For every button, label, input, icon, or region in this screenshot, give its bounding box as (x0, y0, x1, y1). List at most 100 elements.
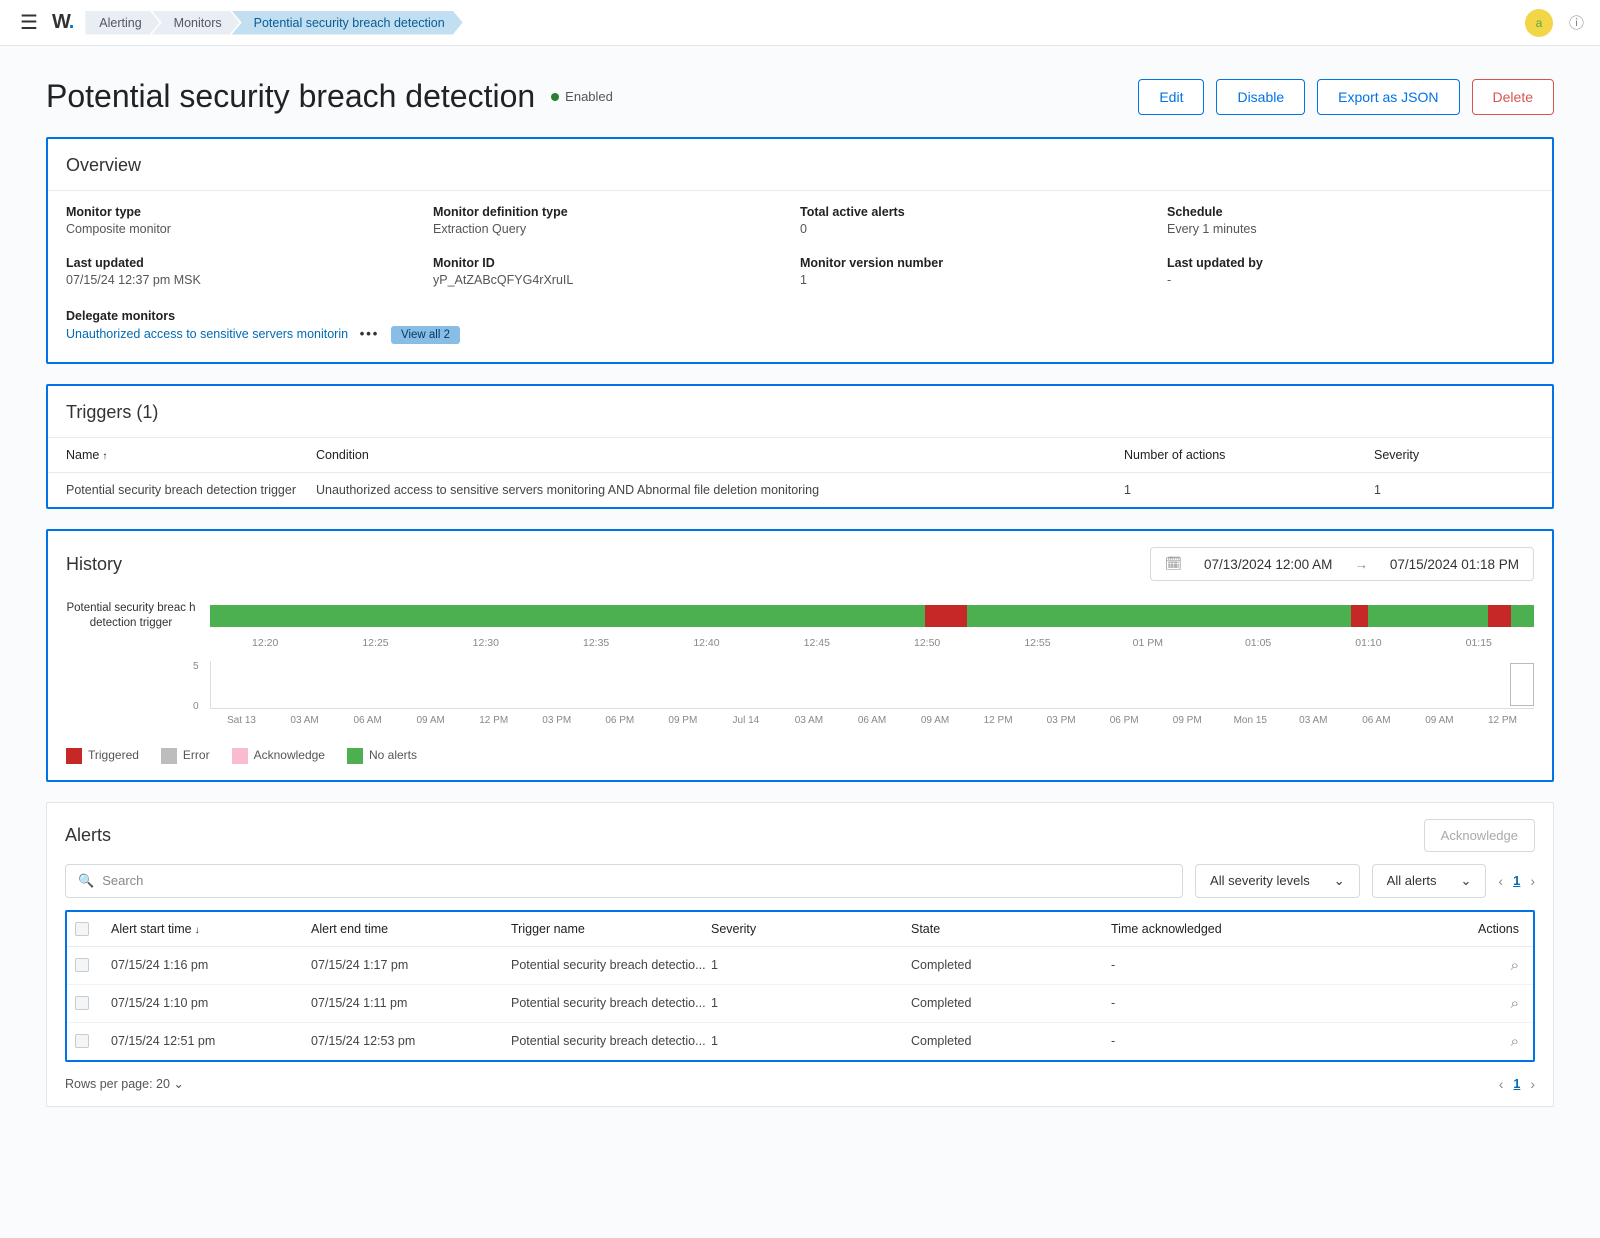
rows-per-page[interactable]: Rows per page: 20 ⌄ (65, 1076, 184, 1091)
chevron-down-icon: ⌄ (173, 1077, 183, 1091)
triggers-title: Triggers (1) (48, 386, 1552, 438)
delete-button[interactable]: Delete (1472, 79, 1554, 115)
severity-filter[interactable]: All severity levels⌄ (1195, 864, 1360, 898)
prev-page-icon[interactable]: ‹ (1498, 873, 1503, 889)
page-number[interactable]: 1 (1513, 1077, 1520, 1091)
col-state[interactable]: State (911, 922, 1111, 936)
status-dot (551, 93, 559, 101)
page-title: Potential security breach detection (46, 78, 535, 115)
row-checkbox[interactable] (75, 1034, 89, 1048)
legend-swatch (347, 748, 363, 764)
calendar-icon: 🗓 (1165, 556, 1182, 572)
history-panel: History 🗓 07/13/2024 12:00 AM → 07/15/20… (46, 529, 1554, 782)
avatar[interactable]: a (1525, 9, 1553, 37)
row-checkbox[interactable] (75, 996, 89, 1010)
legend-swatch (232, 748, 248, 764)
ov-updated-by: Last updated by - (1167, 256, 1534, 287)
acknowledge-button[interactable]: Acknowledge (1424, 819, 1535, 852)
col-end[interactable]: Alert end time (311, 922, 511, 936)
timeline-bar[interactable] (210, 605, 1534, 627)
alerts-pager-bottom: ‹ 1 › (1499, 1076, 1535, 1092)
triggers-panel: Triggers (1) Name↑ Condition Number of a… (46, 384, 1554, 509)
ov-total-active: Total active alerts 0 (800, 205, 1167, 236)
date-from: 07/13/2024 12:00 AM (1204, 557, 1332, 572)
alerts-title: Alerts (65, 825, 111, 846)
export-json-button[interactable]: Export as JSON (1317, 79, 1459, 115)
next-page-icon[interactable]: › (1530, 1076, 1535, 1092)
state-filter[interactable]: All alerts⌄ (1372, 864, 1487, 898)
col-trigger[interactable]: Trigger name (511, 922, 711, 936)
delegate-monitors: Delegate monitors Unauthorized access to… (66, 309, 1534, 344)
header-actions: Edit Disable Export as JSON Delete (1138, 79, 1554, 115)
spark-brush[interactable] (1510, 663, 1534, 706)
alert-row[interactable]: 07/15/24 1:16 pm07/15/24 1:17 pmPotentia… (67, 947, 1533, 985)
page-number[interactable]: 1 (1513, 873, 1520, 888)
date-range-picker[interactable]: 🗓 07/13/2024 12:00 AM → 07/15/2024 01:18… (1150, 547, 1534, 581)
view-alert-icon[interactable]: ⌕ (1445, 1033, 1525, 1050)
prev-page-icon[interactable]: ‹ (1499, 1076, 1504, 1092)
ov-definition-type: Monitor definition type Extraction Query (433, 205, 800, 236)
legend-swatch (66, 748, 82, 764)
triggers-header-row: Name↑ Condition Number of actions Severi… (48, 438, 1552, 473)
view-alert-icon[interactable]: ⌕ (1445, 995, 1525, 1012)
alerts-panel: Alerts Acknowledge 🔍 Search All severity… (46, 802, 1554, 1107)
next-page-icon[interactable]: › (1530, 873, 1535, 889)
legend-item: No alerts (347, 748, 417, 764)
breadcrumb: Alerting Monitors Potential security bre… (85, 11, 462, 35)
timeline-axis-minutes: 12:2012:2512:3012:3512:4012:4512:5012:55… (210, 631, 1534, 661)
search-input[interactable]: 🔍 Search (65, 864, 1183, 898)
search-placeholder: Search (102, 873, 143, 888)
breadcrumb-alerting[interactable]: Alerting (85, 11, 159, 35)
logo[interactable]: W (46, 11, 85, 34)
timeline-triggered-segment[interactable] (925, 605, 967, 627)
sort-up-icon: ↑ (102, 451, 107, 462)
col-severity[interactable]: Severity (1374, 448, 1534, 462)
alert-row[interactable]: 07/15/24 12:51 pm07/15/24 12:53 pmPotent… (67, 1023, 1533, 1060)
sort-down-icon: ↓ (195, 925, 200, 936)
ov-schedule: Schedule Every 1 minutes (1167, 205, 1534, 236)
alerts-pager-top: ‹ 1 › (1498, 873, 1535, 889)
timeline-triggered-segment[interactable] (1488, 605, 1512, 627)
row-checkbox[interactable] (75, 958, 89, 972)
overview-panel: Overview Monitor type Composite monitor … (46, 137, 1554, 364)
help-icon[interactable]: ⓘ (1565, 12, 1588, 33)
col-start[interactable]: Alert start time↓ (111, 922, 311, 936)
timeline-triggered-segment[interactable] (1351, 605, 1368, 627)
alerts-header-row: Alert start time↓ Alert end time Trigger… (67, 912, 1533, 947)
timeline-axis-days: Sat 1303 AM06 AM09 AM12 PM03 PM06 PM09 P… (210, 709, 1534, 740)
legend-item: Error (161, 748, 210, 764)
col-actions[interactable]: Number of actions (1124, 448, 1374, 462)
hamburger-icon[interactable]: ☰ (12, 10, 46, 35)
col-name[interactable]: Name↑ (66, 448, 316, 462)
legend-swatch (161, 748, 177, 764)
col-actions: Actions (1445, 922, 1525, 936)
view-alert-icon[interactable]: ⌕ (1445, 957, 1525, 974)
breadcrumb-current[interactable]: Potential security breach detection (232, 11, 463, 35)
delegate-link[interactable]: Unauthorized access to sensitive servers… (66, 327, 348, 341)
alert-row[interactable]: 07/15/24 1:10 pm07/15/24 1:11 pmPotentia… (67, 985, 1533, 1023)
select-all-checkbox[interactable] (75, 922, 89, 936)
ellipsis-icon[interactable]: ••• (360, 326, 380, 341)
legend-item: Acknowledge (232, 748, 325, 764)
edit-button[interactable]: Edit (1138, 79, 1204, 115)
col-ack[interactable]: Time acknowledged (1111, 922, 1445, 936)
history-title: History (66, 554, 122, 575)
page: Potential security breach detection Enab… (0, 46, 1600, 1159)
ov-version: Monitor version number 1 (800, 256, 1167, 287)
trigger-row[interactable]: Potential security breach detection trig… (48, 473, 1552, 507)
chevron-down-icon: ⌄ (1334, 873, 1345, 889)
topbar: ☰ W Alerting Monitors Potential security… (0, 0, 1600, 46)
ov-monitor-type: Monitor type Composite monitor (66, 205, 433, 236)
timeline-label: Potential security breac h detection tri… (66, 601, 196, 631)
breadcrumb-monitors[interactable]: Monitors (152, 11, 240, 35)
col-severity[interactable]: Severity (711, 922, 911, 936)
date-to: 07/15/2024 01:18 PM (1390, 557, 1519, 572)
spark-chart[interactable]: 5 0 (210, 661, 1534, 709)
ov-monitor-id: Monitor ID yP_AtZABcQFYG4rXruIL (433, 256, 800, 287)
view-all-chip[interactable]: View all 2 (391, 326, 460, 344)
col-condition[interactable]: Condition (316, 448, 1124, 462)
alerts-table: Alert start time↓ Alert end time Trigger… (65, 910, 1535, 1062)
disable-button[interactable]: Disable (1216, 79, 1305, 115)
search-icon: 🔍 (78, 873, 94, 889)
status-text: Enabled (565, 89, 613, 104)
